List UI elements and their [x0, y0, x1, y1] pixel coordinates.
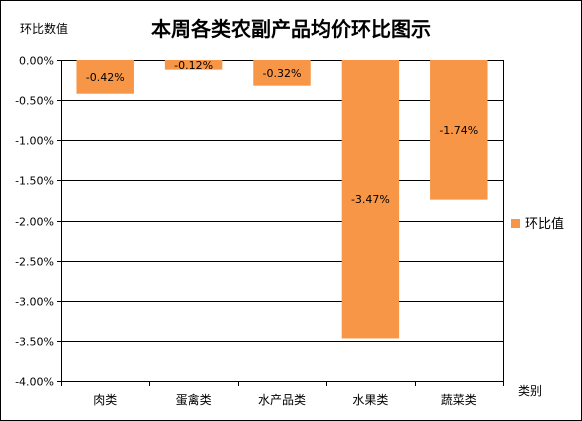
bar — [164, 60, 223, 70]
y-tick-label: -1.00% — [15, 135, 54, 148]
legend-label: 环比值 — [525, 216, 564, 232]
bar — [341, 60, 400, 339]
data-label: -1.74% — [439, 124, 478, 137]
bars — [76, 60, 488, 339]
y-tick-label: -3.50% — [15, 336, 54, 349]
data-labels: -0.42% -0.12% -0.32% -3.47% -1.74% — [86, 59, 479, 206]
data-label: -0.32% — [263, 67, 302, 80]
y-tick-label: -1.50% — [15, 175, 54, 188]
x-tick-label: 蔬菜类 — [441, 393, 477, 407]
bar — [76, 60, 134, 94]
y-tick-label: -4.00% — [15, 376, 54, 389]
legend-swatch — [511, 219, 520, 228]
data-label: -0.42% — [86, 71, 125, 84]
y-tick-label: 0.00% — [19, 55, 54, 68]
x-axis-title: 类别 — [518, 384, 542, 398]
x-tick-label: 肉类 — [93, 393, 117, 407]
x-tick-label: 水果类 — [352, 393, 388, 407]
data-label: -3.47% — [351, 193, 390, 206]
bar — [253, 60, 311, 86]
x-tick-label: 蛋禽类 — [176, 392, 212, 407]
legend: 环比值 — [511, 216, 564, 232]
x-tick-label: 水产品类 — [258, 393, 306, 407]
bar — [430, 60, 488, 200]
y-tick-label: -2.00% — [15, 216, 54, 229]
y-tick-label: -3.00% — [15, 296, 54, 309]
chart-title: 本周各类农副产品均价环比图示 — [151, 17, 431, 41]
y-tick-label: -0.50% — [15, 95, 54, 108]
axes: 0.00% -0.50% -1.00% -1.50% -2.00% -2.50% -3.00… — [15, 55, 504, 407]
y-tick-label: -2.50% — [15, 256, 54, 269]
data-label: -0.12% — [174, 59, 213, 72]
y-axis-title: 环比数值 — [20, 21, 68, 36]
